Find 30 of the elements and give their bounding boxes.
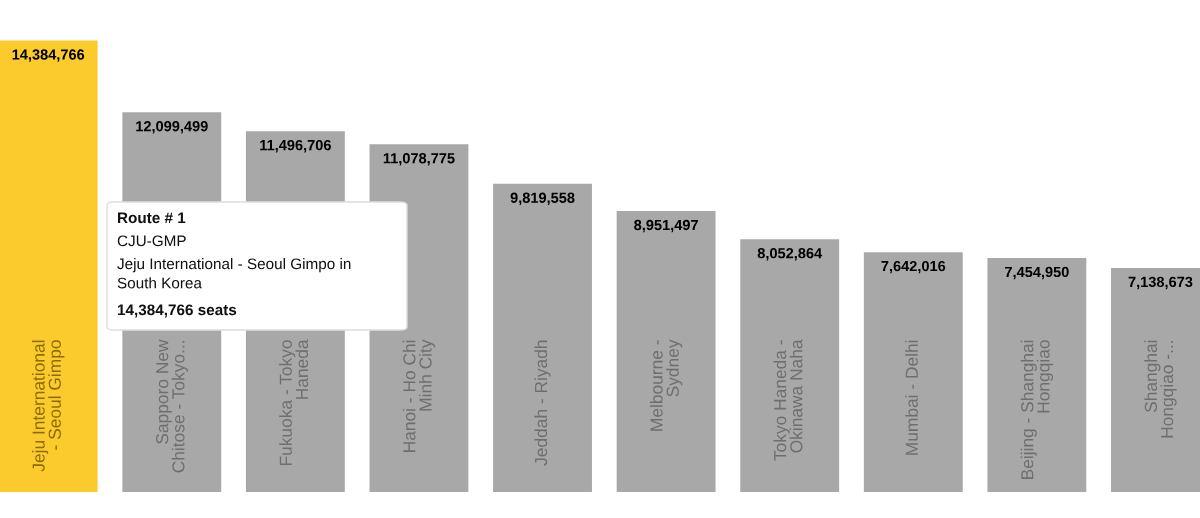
x-tick-label: Fukuoka - Tokyo Haneda <box>279 339 309 466</box>
bar <box>863 252 963 492</box>
data-label: 14,384,766 <box>12 49 85 62</box>
bar <box>493 183 592 492</box>
bar <box>0 40 98 492</box>
bar <box>740 239 840 492</box>
x-tick-label: Hanoi - Ho Chi Minh City <box>402 339 436 452</box>
bar <box>616 211 716 492</box>
data-label: 7,138,673 <box>1128 276 1193 290</box>
data-label: 9,819,558 <box>510 192 575 206</box>
x-tick-label: Melbourne - Sydney <box>649 339 683 431</box>
x-tick-label: Mumbai - Delhi <box>905 340 918 455</box>
bar <box>987 258 1087 492</box>
annotation: CJU-GMP <box>117 235 186 247</box>
annotation: Jeju International - Seoul Gimpo in South Korea <box>117 258 351 289</box>
x-tick-label: Jeju International - Seoul Gimpo <box>32 340 65 472</box>
data-label: 8,052,864 <box>757 248 823 261</box>
data-label: 7,642,016 <box>881 260 946 274</box>
x-tick-label: Beijing - Shanghai Hongqiao <box>1020 340 1054 479</box>
data-label: 11,496,706 <box>260 139 331 153</box>
data-label: 11,078,775 <box>383 153 455 166</box>
x-tick-label: Jeddah - Riyadh <box>534 340 551 466</box>
data-label: 7,454,950 <box>1005 266 1069 280</box>
data-label: 8,951,497 <box>634 219 698 233</box>
x-tick-label: Tokyo Haneda - Okinawa Naha <box>773 339 803 461</box>
x-tick-label: Shanghai Hongqiao -... <box>1144 340 1177 438</box>
data-label: 12,099,499 <box>136 121 208 134</box>
annotation: 14,384,766 seats <box>117 304 237 318</box>
x-tick-label: Sapporo New Chitose - Tokyo... <box>156 339 188 473</box>
annotation: Route # 1 <box>118 212 186 224</box>
